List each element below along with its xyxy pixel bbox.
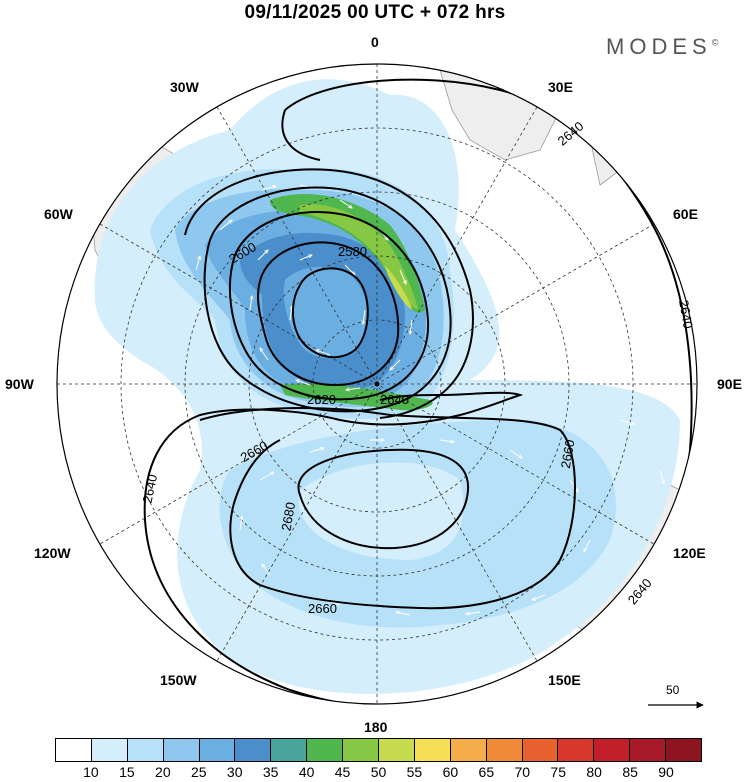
colorbar-tick-label: 10 — [83, 764, 99, 780]
contour-label: 2640 — [140, 473, 161, 504]
lon-label-0: 0 — [371, 34, 379, 50]
colorbar-tick-label: 45 — [334, 764, 351, 780]
colorbar-cell — [558, 739, 595, 761]
colorbar-tick-label: 60 — [442, 764, 459, 780]
lon-label-60w: 60W — [44, 206, 73, 222]
colorbar-cell — [630, 739, 667, 761]
contour-label: 2640 — [676, 299, 696, 330]
lon-label-30e: 30E — [548, 79, 573, 95]
lon-label-90e: 90E — [717, 376, 742, 392]
colorbar-cell — [307, 739, 344, 761]
colorbar-tick-label: 90 — [658, 764, 674, 780]
colorbar-cell — [163, 739, 200, 761]
chart-title: 09/11/2025 00 UTC + 072 hrs — [244, 2, 506, 23]
contour-label: 2580 — [338, 244, 367, 259]
contour-2640-inner — [184, 168, 474, 419]
colorbar-cell — [271, 739, 308, 761]
contour-2600-inner — [257, 241, 400, 387]
colorbar-cell — [414, 739, 451, 761]
lon-label-120w: 120W — [34, 545, 71, 561]
contour-2680 — [297, 448, 470, 550]
map-boundary — [56, 63, 698, 705]
wind-speed-shading — [94, 79, 680, 695]
colorbar-ticks: 10 15 20 25 30 35 40 45 50 55 60 65 70 75 80 85 90 — [55, 764, 702, 782]
colorbar — [55, 738, 702, 762]
contour-2580 — [292, 267, 369, 359]
contour-2640-top — [281, 109, 321, 161]
land-madagascar — [591, 137, 621, 186]
contour-label: 2660 — [558, 438, 578, 469]
colorbar-tick-label: 20 — [155, 764, 171, 780]
colorbar-cell — [379, 739, 415, 761]
colorbar-cell — [91, 739, 128, 761]
brand-logo: MODES© — [606, 34, 718, 60]
brand-copyright-mark: © — [711, 37, 719, 48]
colorbar-tick-label: 25 — [190, 764, 207, 780]
colorbar-tick-label: 15 — [119, 764, 135, 780]
lon-label-180: 180 — [364, 719, 388, 735]
colorbar-tick-label: 35 — [262, 764, 279, 780]
colorbar-tick-label: 65 — [478, 764, 495, 780]
lon-label-150w: 150W — [160, 672, 197, 688]
colorbar-tick-label: 80 — [586, 764, 602, 780]
contour-label: 2660 — [308, 601, 337, 616]
reference-vector-label: 50 — [666, 683, 680, 697]
colorbar-tick-label: 30 — [226, 764, 243, 780]
brand-name: MODES — [606, 34, 712, 59]
colorbar-tick-label: 55 — [406, 764, 423, 780]
colorbar-tick-label: 50 — [370, 764, 387, 780]
lon-label-150e: 150E — [548, 672, 581, 688]
land-africa — [439, 69, 561, 161]
lon-label-60e: 60E — [673, 206, 698, 222]
contour-label: 2620 — [307, 392, 336, 407]
contour-2620 — [203, 186, 452, 413]
contour-label: 2640 — [555, 118, 587, 148]
contour-2600 — [228, 211, 430, 401]
colorbar-tick-label: 75 — [550, 764, 567, 780]
colorbar-cell — [235, 739, 272, 761]
pole-marker — [374, 381, 380, 387]
colorbar-tick-label: 40 — [298, 764, 315, 780]
contour-label: 2680 — [278, 501, 298, 532]
colorbar-cell — [486, 739, 523, 761]
colorbar-cell — [594, 739, 631, 761]
contour-2660 — [199, 407, 576, 610]
colorbar-tick-label: 85 — [622, 764, 638, 780]
colorbar-cell — [56, 739, 92, 761]
colorbar-cell — [522, 739, 559, 761]
colorbar-tick-label: 70 — [514, 764, 531, 780]
colorbar-cell — [450, 739, 487, 761]
lon-label-90w: 90W — [5, 376, 34, 392]
colorbar-cell — [666, 739, 702, 761]
colorbar-cell — [127, 739, 164, 761]
colorbar-cell — [343, 739, 380, 761]
lon-label-30w: 30W — [170, 79, 199, 95]
colorbar-cell — [199, 739, 236, 761]
contour-label: 2640 — [380, 392, 409, 407]
lon-label-120e: 120E — [673, 545, 706, 561]
